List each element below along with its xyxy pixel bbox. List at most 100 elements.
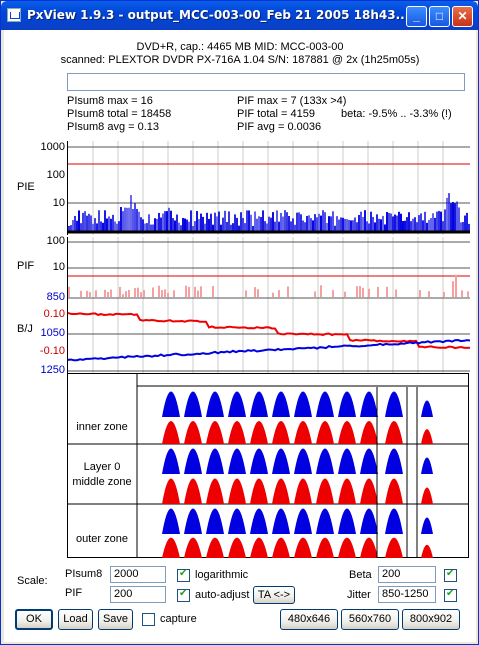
pie-bar (438, 210, 440, 232)
pif-scale-input[interactable]: 200 (110, 586, 166, 603)
maximize-button[interactable]: □ (429, 6, 450, 27)
pie-bar (460, 222, 462, 232)
pie-bar (168, 207, 170, 232)
pie-bar (424, 211, 426, 232)
jitter-histogram (294, 448, 312, 474)
pif-bar (344, 291, 346, 297)
pie-bar (324, 212, 326, 232)
pif-bar (137, 287, 139, 297)
pie-bar (440, 211, 442, 232)
bj-axis-label: B/J (17, 323, 33, 335)
pie-bar (306, 215, 308, 232)
logarithmic-checkbox[interactable] (177, 568, 190, 582)
pie-bar (322, 210, 324, 232)
pie-bar (428, 219, 430, 232)
pie-bar (86, 215, 88, 232)
pie-bar (390, 213, 392, 232)
pie-bar (412, 218, 414, 232)
minimize-button[interactable]: _ (406, 6, 427, 27)
beta-histogram (228, 537, 246, 558)
pif-axis-label: PIF (17, 260, 35, 272)
jitter-histogram (338, 508, 356, 534)
jitter-checkbox[interactable] (444, 588, 457, 602)
jitter-histogram (421, 517, 433, 534)
pie-bar (334, 225, 336, 232)
pie-bar (206, 212, 208, 232)
jitter-scale-label: Jitter (347, 589, 371, 601)
size-800-button[interactable]: 800x902 (402, 609, 460, 630)
bj-plot (67, 297, 470, 373)
jitter-scale-input[interactable]: 850-1250 (378, 586, 436, 603)
size-480-button[interactable]: 480x646 (280, 609, 338, 630)
pie-bar (218, 211, 220, 232)
pif-bar (122, 294, 124, 297)
pie-bar (184, 218, 186, 232)
save-button[interactable]: Save (98, 609, 133, 630)
jitter-histogram (360, 391, 378, 417)
pif-bar (197, 290, 199, 297)
pie-bar (370, 211, 372, 232)
pie-bar (180, 225, 182, 232)
ok-button[interactable]: OK (15, 609, 53, 630)
pie-bar (290, 221, 292, 232)
pie-bar (350, 220, 352, 232)
pie-bar (98, 210, 100, 232)
pif-bar (395, 289, 397, 297)
pie-bar (276, 210, 278, 232)
app-icon[interactable] (7, 8, 21, 22)
disc-info: DVD+R, cap.: 4465 MB MID: MCC-003-00 (136, 41, 344, 53)
pie-bar (348, 219, 350, 232)
load-button[interactable]: Load (58, 609, 93, 630)
beta-histogram (316, 421, 334, 444)
pie-bar (294, 224, 296, 232)
beta-histogram (294, 421, 312, 444)
pie-bar (456, 201, 458, 232)
pie-bar (364, 210, 366, 232)
jitter-histogram (162, 448, 180, 474)
pie-bar (140, 217, 142, 232)
jitter-histogram (162, 508, 180, 534)
ta-button[interactable]: TA <-> (253, 586, 295, 604)
beta-checkbox[interactable] (444, 568, 457, 582)
pie-bar (408, 212, 410, 232)
beta-histogram (162, 421, 180, 444)
pie-bar (226, 221, 228, 232)
bj-tick-850: 850 (46, 291, 65, 303)
outer-zone-label: outer zone (76, 533, 128, 545)
pif-bar (152, 287, 154, 297)
middle-zone-label: middle zone (72, 476, 132, 488)
pie-bar (392, 216, 394, 232)
pie-bar (90, 215, 92, 232)
pie-bar (148, 214, 150, 232)
jitter-histogram (338, 448, 356, 474)
capture-checkbox[interactable] (142, 613, 155, 626)
bj-tick-0-10: 0.10 (43, 308, 65, 320)
pie-bar (126, 207, 128, 232)
pie-bar (80, 223, 82, 232)
size-560-button[interactable]: 560x760 (341, 609, 399, 630)
pif-bar (107, 291, 109, 297)
pisum8-scale-input[interactable]: 2000 (110, 566, 166, 583)
pie-tick-1000: 1000 (40, 141, 65, 153)
pie-bar (222, 217, 224, 232)
pie-bar (118, 221, 120, 232)
pif-bar (161, 290, 163, 297)
jitter-histogram (385, 391, 403, 417)
pie-bar (234, 214, 236, 232)
beta-histogram (338, 537, 356, 558)
pie-bar (354, 217, 356, 232)
jitter-histogram (421, 400, 433, 417)
pie-bar (94, 218, 96, 232)
beta-scale-input[interactable]: 200 (378, 566, 436, 583)
title-bar[interactable]: PxView 1.9.3 - output_MCC-003-00_Feb 21 … (1, 1, 478, 30)
pie-bar (158, 212, 160, 232)
scan-info: scanned: PLEXTOR DVDR PX-716A 1.04 S/N: … (60, 54, 420, 66)
autoadjust-checkbox[interactable] (177, 588, 190, 602)
pie-bar (362, 216, 364, 232)
window-title: PxView 1.9.3 - output_MCC-003-00_Feb 21 … (27, 8, 410, 22)
pie-bar (382, 215, 384, 232)
beta-histogram (272, 537, 290, 558)
close-button[interactable]: ✕ (452, 6, 473, 27)
pie-bar (396, 215, 398, 232)
pie-bar (124, 207, 126, 232)
